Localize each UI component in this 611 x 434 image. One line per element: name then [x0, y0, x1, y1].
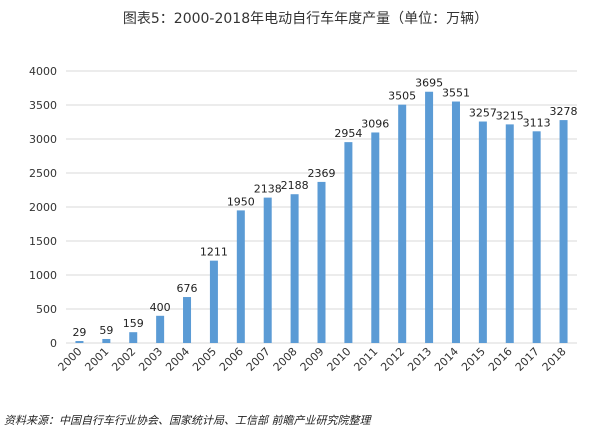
x-tick-label: 2008 — [271, 345, 300, 374]
x-tick-label: 2017 — [513, 345, 542, 374]
x-tick-label: 2002 — [109, 345, 138, 374]
bar — [317, 181, 326, 343]
data-label: 3278 — [550, 105, 578, 118]
data-label: 29 — [72, 326, 86, 339]
y-tick-label: 2000 — [29, 201, 57, 214]
bar — [559, 120, 568, 343]
x-tick-label: 2013 — [405, 345, 434, 374]
source-note: 资料来源：中国自行车行业协会、国家统计局、工信部 前瞻产业研究院整理 — [4, 414, 371, 427]
y-tick-label: 500 — [36, 303, 57, 316]
bar — [263, 197, 272, 343]
bar — [478, 121, 487, 343]
y-tick-label: 0 — [50, 337, 57, 350]
bar — [102, 338, 111, 343]
y-tick-label: 2500 — [29, 167, 57, 180]
data-label: 1211 — [200, 246, 228, 259]
y-tick-label: 1500 — [29, 235, 57, 248]
bars — [75, 91, 568, 344]
bar — [344, 142, 353, 343]
bar — [129, 332, 138, 343]
x-tick-label: 2001 — [82, 345, 111, 374]
x-tick-label: 2016 — [486, 345, 515, 374]
data-label: 676 — [177, 282, 198, 295]
bar — [398, 104, 407, 343]
data-label: 3695 — [415, 77, 443, 90]
bar — [371, 132, 380, 343]
x-tick-label: 2006 — [217, 345, 246, 374]
y-tick-label: 3000 — [29, 133, 57, 146]
bar — [425, 91, 434, 344]
data-label: 3551 — [442, 87, 470, 100]
bar — [290, 194, 299, 343]
bar — [75, 341, 84, 343]
x-tick-label: 2004 — [163, 345, 192, 374]
data-label: 2954 — [334, 127, 362, 140]
x-tick-label: 2003 — [136, 345, 165, 374]
y-tick-label: 3500 — [29, 99, 57, 112]
data-label: 400 — [150, 301, 171, 314]
data-label: 3257 — [469, 107, 497, 120]
bar — [236, 210, 245, 343]
x-tick-label: 2014 — [432, 345, 461, 374]
x-tick-label: 2009 — [298, 345, 327, 374]
data-label: 3215 — [496, 109, 524, 122]
data-label: 3113 — [523, 116, 551, 129]
data-label: 1950 — [227, 195, 255, 208]
y-axis-tick-labels: 0 500 1000 1500 2000 2500 3000 3500 4000 — [29, 65, 57, 350]
data-label: 3505 — [388, 90, 416, 103]
x-tick-label: 2005 — [190, 345, 219, 374]
x-tick-label: 2000 — [56, 345, 85, 374]
data-label: 59 — [99, 324, 113, 337]
y-tick-label: 1000 — [29, 269, 57, 282]
data-label: 2369 — [308, 167, 336, 180]
bar — [505, 124, 514, 343]
bar — [209, 260, 218, 343]
data-label: 2138 — [254, 183, 282, 196]
x-tick-label: 2012 — [378, 345, 407, 374]
x-tick-label: 2007 — [244, 345, 273, 374]
x-tick-label: 2018 — [540, 345, 569, 374]
bar — [183, 297, 192, 343]
data-label: 159 — [123, 317, 144, 330]
x-tick-label: 2015 — [459, 345, 488, 374]
x-tick-label: 2010 — [325, 345, 354, 374]
bar — [156, 315, 165, 343]
bar — [532, 131, 541, 343]
chart-title: 图表5：2000-2018年电动自行车年度产量（单位：万辆） — [122, 11, 489, 27]
bar — [451, 101, 460, 343]
x-tick-label: 2011 — [351, 345, 380, 374]
data-label: 2188 — [281, 179, 309, 192]
data-label: 3096 — [361, 117, 389, 130]
x-axis-tick-labels: 2000200120022003200420052006200720082009… — [56, 345, 569, 374]
y-tick-label: 4000 — [29, 65, 57, 78]
